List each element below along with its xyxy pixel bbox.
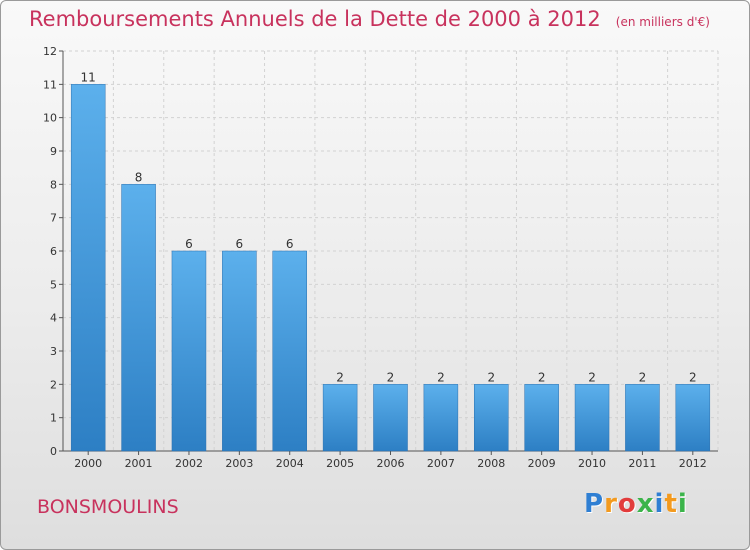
bar-value-label: 2 — [639, 370, 647, 384]
logo-letter: r — [604, 489, 618, 519]
bar — [474, 384, 509, 452]
y-tick-label: 12 — [43, 45, 57, 58]
bar — [524, 384, 559, 452]
bar-value-label: 2 — [387, 370, 395, 384]
x-tick-label: 2002 — [175, 457, 203, 470]
y-tick-label: 3 — [50, 345, 57, 358]
bar-value-label: 2 — [487, 370, 495, 384]
y-tick-label: 0 — [50, 445, 57, 458]
x-tick-label: 2011 — [628, 457, 656, 470]
y-tick-label: 7 — [50, 212, 57, 225]
x-tick-label: 2004 — [276, 457, 304, 470]
bar-value-label: 2 — [588, 370, 596, 384]
x-tick-label: 2006 — [377, 457, 405, 470]
logo-letter: x — [636, 489, 655, 519]
y-tick-label: 5 — [50, 278, 57, 291]
y-tick-label: 9 — [50, 145, 57, 158]
bars — [70, 84, 711, 452]
chart-unit-note: (en milliers d'€) — [615, 15, 710, 29]
logo-letter: t — [664, 489, 678, 519]
bar — [675, 384, 711, 452]
x-tick-label: 2008 — [477, 457, 505, 470]
bar-value-label: 6 — [236, 237, 244, 251]
x-tick-label: 2003 — [225, 457, 253, 470]
bar-value-label: 11 — [81, 70, 96, 84]
logo-letter: i — [677, 489, 688, 519]
bar — [272, 250, 307, 452]
chart-title: Remboursements Annuels de la Dette de 20… — [29, 7, 601, 31]
bar-value-label: 6 — [185, 237, 193, 251]
bar-value-label: 2 — [437, 370, 445, 384]
bar — [625, 384, 660, 452]
y-tick-label: 4 — [50, 312, 57, 325]
title-row: Remboursements Annuels de la Dette de 20… — [29, 7, 710, 31]
bar-value-label: 8 — [135, 170, 143, 184]
y-tick-label: 10 — [43, 112, 57, 125]
bar — [70, 84, 106, 452]
logo-letter: o — [617, 489, 637, 519]
bar-value-label: 6 — [286, 237, 294, 251]
logo-letter: i — [654, 489, 665, 519]
y-tick-label: 6 — [50, 245, 57, 258]
bar-value-label: 2 — [538, 370, 546, 384]
logo-letter: P — [584, 489, 605, 519]
bar — [373, 384, 408, 452]
labels: 11 8 6 6 6 2 2 2 2 2 2 2 2 — [81, 70, 697, 384]
x-tick-label: 2001 — [125, 457, 153, 470]
bar — [222, 250, 257, 452]
y-tick-label: 1 — [50, 412, 57, 425]
bar — [574, 384, 610, 452]
x-tick-label: 2000 — [74, 457, 102, 470]
x-tick-label: 2007 — [427, 457, 455, 470]
x-tick-label: 2010 — [578, 457, 606, 470]
bar — [121, 184, 156, 452]
y-tick-label: 2 — [50, 378, 57, 391]
bar — [322, 384, 358, 452]
y-tick-label: 11 — [43, 78, 57, 91]
x-tick-label: 2005 — [326, 457, 354, 470]
bar-value-label: 2 — [689, 370, 697, 384]
bar — [171, 250, 207, 452]
bar-value-label: 2 — [336, 370, 344, 384]
proxiti-logo: Proxiti — [584, 489, 688, 519]
x-tick-label: 2012 — [679, 457, 707, 470]
y-tick-label: 8 — [50, 178, 57, 191]
commune-name: BONSMOULINS — [37, 496, 179, 518]
bar — [423, 384, 459, 452]
x-tick-label: 2009 — [528, 457, 556, 470]
